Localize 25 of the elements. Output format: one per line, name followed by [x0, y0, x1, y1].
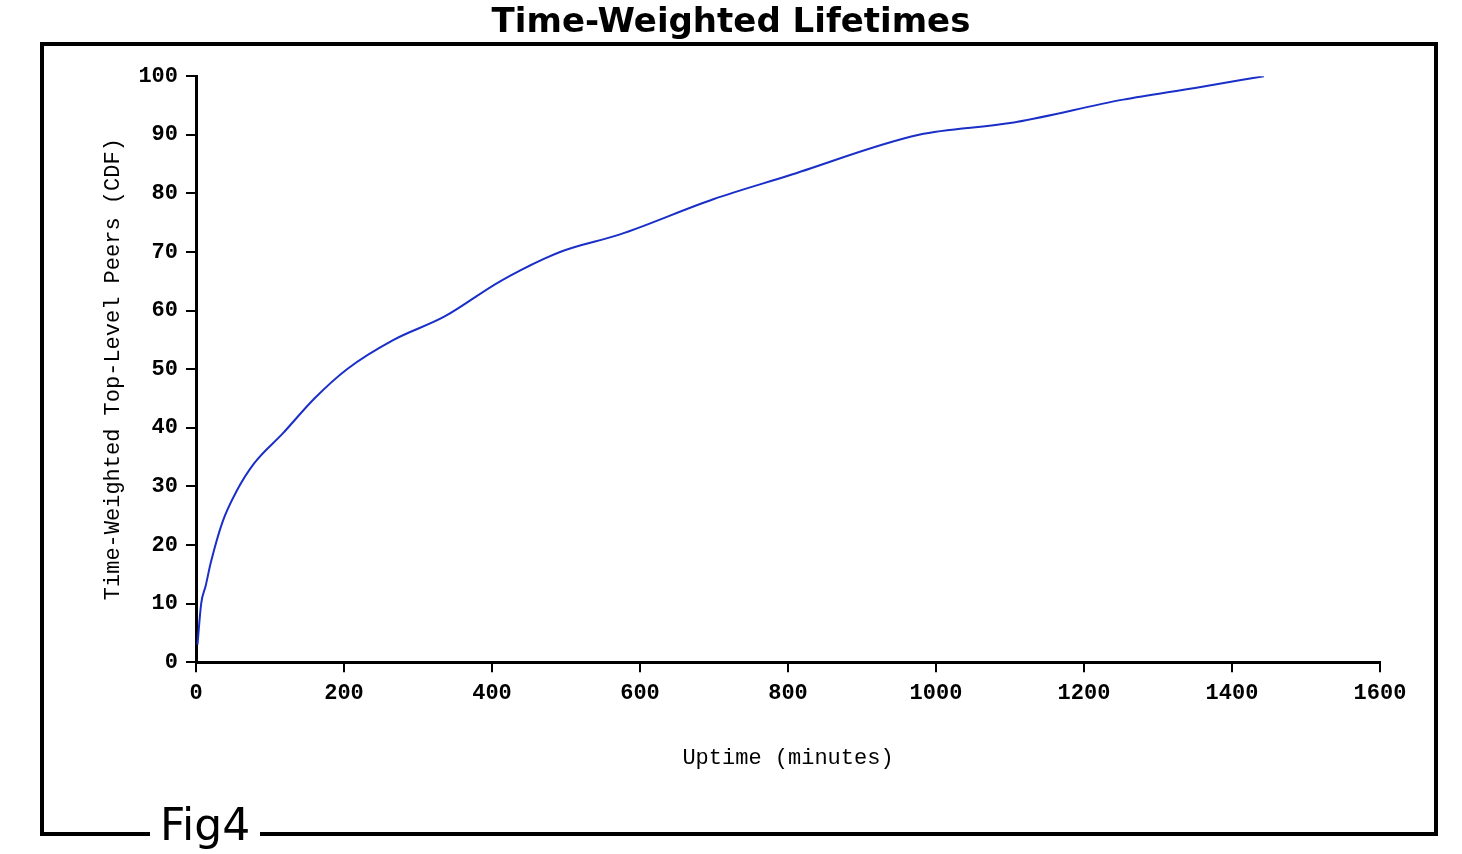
x-tick-label: 200 — [324, 680, 364, 706]
y-tick-label: 60 — [151, 298, 179, 324]
y-tick-label: 50 — [151, 356, 179, 382]
y-tick-label: 90 — [151, 122, 179, 148]
x-tick-label: 1000 — [909, 680, 963, 706]
y-tick-label: 40 — [151, 415, 179, 441]
y-tick-label: 10 — [151, 591, 179, 617]
x-tick-label: 1200 — [1057, 680, 1111, 706]
line-series — [196, 76, 1265, 646]
x-tick-label: 1600 — [1353, 680, 1407, 706]
y-tick-label: 80 — [151, 180, 179, 206]
x-tick-label: 1400 — [1205, 680, 1259, 706]
x-tick-label: 800 — [768, 680, 808, 706]
x-tick-label: 0 — [189, 680, 203, 706]
x-tick-label: 400 — [472, 680, 512, 706]
x-axis-title: Uptime (minutes) — [682, 745, 894, 771]
caption: Fig4 — [150, 799, 261, 850]
y-tick-label: 20 — [151, 532, 179, 558]
y-tick-label: 30 — [151, 473, 179, 499]
y-axis-title: Time-Weighted Top-Level Peers (CDF) — [101, 138, 127, 601]
chart-title: Time-Weighted Lifetimes — [490, 0, 972, 40]
y-tick-label: 100 — [138, 63, 179, 89]
y-tick-label: 0 — [164, 649, 179, 675]
x-tick-label: 600 — [620, 680, 660, 706]
y-tick-label: 70 — [151, 239, 179, 265]
